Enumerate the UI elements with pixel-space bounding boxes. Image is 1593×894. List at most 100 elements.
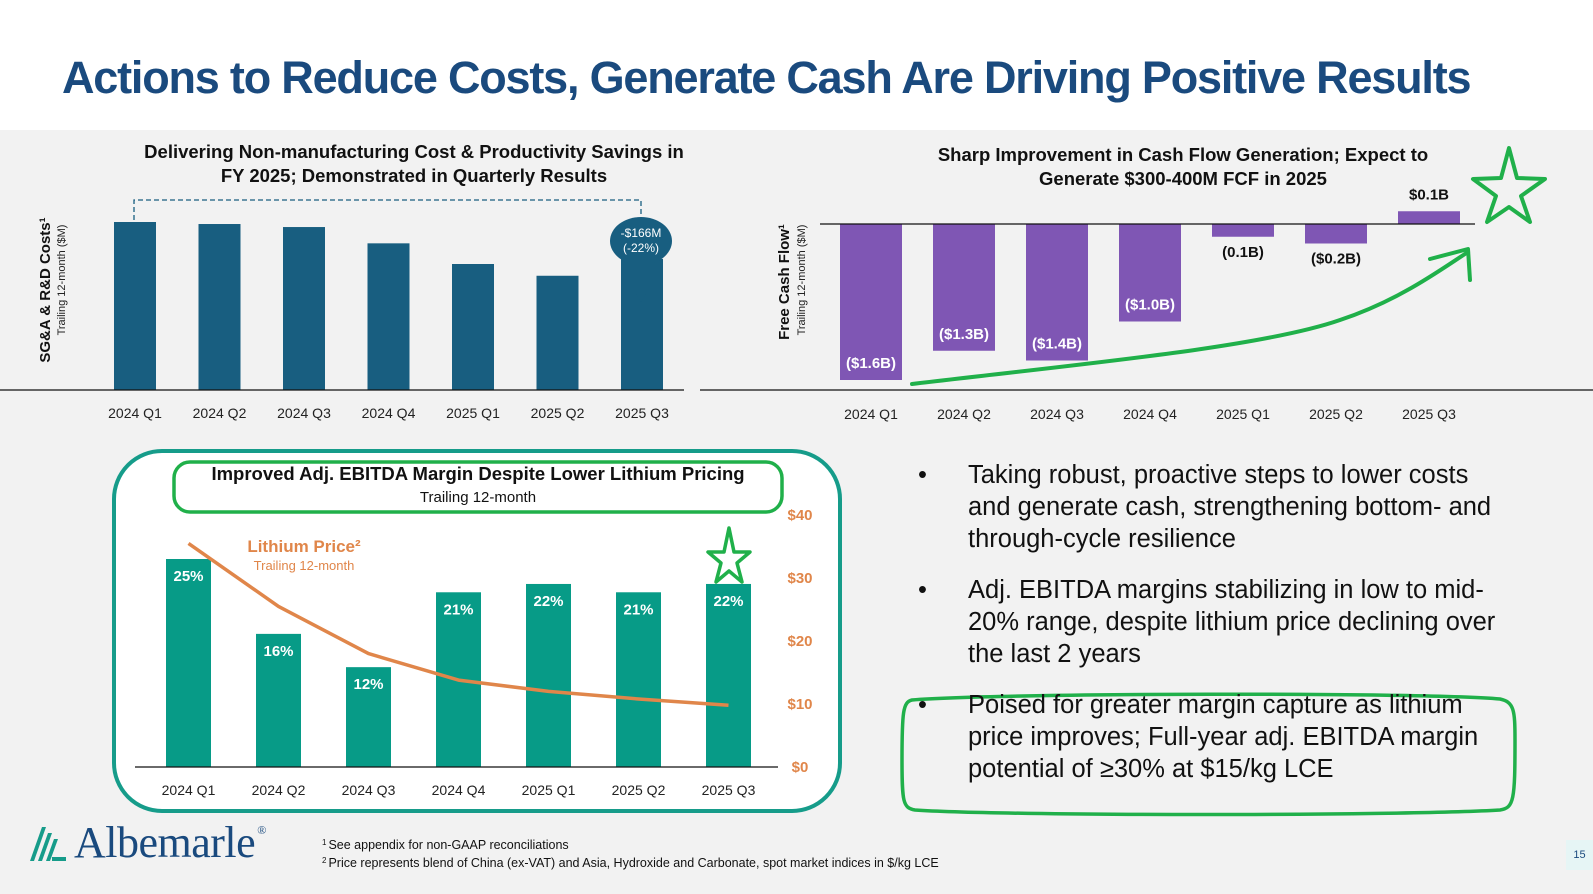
fcf-x-tick: 2024 Q4 (1123, 406, 1177, 422)
trend-arrow-icon (910, 250, 1470, 386)
ebitda-chart: Improved Adj. EBITDA Margin Despite Lowe… (112, 449, 842, 813)
fcf-bar (1119, 224, 1181, 322)
sga-callout-bubble (610, 217, 672, 265)
logo-wordmark: Albemarle (74, 818, 256, 867)
fcf-bar (1026, 224, 1088, 361)
bullet-item: • Poised for greater margin capture as li… (918, 689, 1498, 785)
ebitda-bar (166, 559, 211, 767)
footnote-2: 2 Price represents blend of China (ex-VAT… (322, 853, 939, 871)
fcf-data-label: (0.1B) (1222, 244, 1264, 261)
footnote-mark: 2 (322, 856, 327, 865)
sga-bar (621, 258, 663, 390)
footnote-1: 1 See appendix for non-GAAP reconciliatio… (322, 835, 939, 853)
ebitda-x-tick: 2025 Q1 (522, 782, 576, 798)
fcf-bar (933, 224, 995, 351)
lithium-y-tick: $0 (792, 759, 809, 776)
bullet-dot: • (918, 461, 927, 489)
ebitda-x-tick: 2024 Q3 (342, 782, 396, 798)
lithium-legend-label: Lithium Price² (247, 537, 361, 556)
sga-bar (367, 243, 410, 390)
fcf-bar (840, 224, 902, 380)
fcf-x-tick: 2025 Q1 (1216, 406, 1270, 422)
bullet-item: • Taking robust, proactive steps to lower… (918, 459, 1498, 555)
star-icon (706, 526, 752, 584)
lithium-y-tick: $20 (787, 633, 812, 650)
sga-chart-title-line2: FY 2025; Demonstrated in Quarterly Resul… (221, 165, 607, 186)
sga-bar (198, 224, 241, 390)
sga-bar (536, 275, 579, 390)
trend-arrowhead-icon (1428, 247, 1472, 282)
ebitda-data-label: 21% (443, 601, 473, 618)
lithium-price-line (187, 541, 729, 708)
fcf-x-tick: 2025 Q3 (1402, 406, 1456, 422)
sga-x-tick: 2025 Q2 (531, 405, 585, 421)
sga-bar (283, 227, 325, 390)
ebitda-data-label: 22% (533, 593, 563, 610)
ebitda-x-tick: 2024 Q2 (252, 782, 306, 798)
ebitda-title-highlight (172, 460, 784, 514)
ebitda-bar (616, 592, 661, 767)
ebitda-x-tick: 2025 Q2 (612, 782, 666, 798)
sga-chart-title-line1: Delivering Non-manufacturing Cost & Prod… (144, 141, 684, 162)
albemarle-logo: Albemarle ® (28, 817, 266, 868)
sga-callout-arrowhead (636, 294, 646, 302)
ebitda-bar (346, 667, 391, 767)
lithium-y-tick: $10 (787, 696, 812, 713)
fcf-chart-title-line1: Sharp Improvement in Cash Flow Generatio… (938, 144, 1428, 165)
lithium-y-tick: $40 (787, 507, 812, 524)
fcf-data-label: ($1.3B) (939, 326, 989, 343)
ebitda-data-label: 25% (173, 568, 203, 585)
fcf-data-label: ($1.6B) (846, 355, 896, 372)
bullet-text: Poised for greater margin capture as lit… (968, 691, 1479, 783)
fcf-y-axis-label: Free Cash Flow¹ (776, 224, 793, 340)
bullet-text: Taking robust, proactive steps to lower … (968, 461, 1492, 553)
ebitda-data-label: 12% (353, 676, 383, 693)
ebitda-x-tick: 2025 Q3 (702, 782, 756, 798)
page-number: 15 (1566, 840, 1593, 870)
sga-x-tick: 2024 Q2 (193, 405, 247, 421)
ebitda-x-tick: 2024 Q1 (162, 782, 216, 798)
fcf-bar (1212, 224, 1274, 237)
sga-chart: Delivering Non-manufacturing Cost & Prod… (0, 141, 684, 421)
fcf-x-tick: 2025 Q2 (1309, 406, 1363, 422)
lithium-legend-sublabel: Trailing 12-month (254, 558, 355, 573)
sga-callout-percent: (-22%) (623, 241, 659, 255)
sga-x-tick: 2025 Q1 (446, 405, 500, 421)
page-title: Actions to Reduce Costs, Generate Cash A… (62, 52, 1472, 103)
sga-x-tick: 2024 Q3 (277, 405, 331, 421)
fcf-chart: Sharp Improvement in Cash Flow Generatio… (700, 144, 1593, 422)
fcf-x-tick: 2024 Q3 (1030, 406, 1084, 422)
ebitda-chart-subtitle: Trailing 12-month (420, 489, 536, 506)
sga-y-axis-sublabel: Trailing 12-month ($M) (56, 225, 68, 336)
ebitda-chart-title: Improved Adj. EBITDA Margin Despite Lowe… (211, 463, 744, 484)
sga-x-tick: 2025 Q3 (615, 405, 669, 421)
fcf-y-axis-sublabel: Trailing 12-month ($M) (796, 225, 808, 336)
fcf-data-label: ($1.4B) (1032, 336, 1082, 353)
lithium-y-tick: $30 (787, 570, 812, 587)
footnote-mark: 1 (322, 838, 327, 847)
ebitda-data-label: 22% (713, 593, 743, 610)
ebitda-data-label: 16% (263, 643, 293, 660)
fcf-chart-title-line2: Generate $300-400M FCF in 2025 (1039, 168, 1327, 189)
key-points: • Taking robust, proactive steps to lower… (918, 459, 1498, 804)
bullet-dot: • (918, 691, 927, 719)
sga-x-tick: 2024 Q4 (362, 405, 416, 421)
ebitda-bar (526, 583, 571, 767)
footnote-text: Price represents blend of China (ex-VAT)… (328, 856, 939, 870)
sga-y-axis-label: SG&A & R&D Costs¹ (37, 217, 54, 362)
registered-mark: ® (257, 823, 267, 837)
sga-bar (452, 264, 494, 390)
sga-x-tick: 2024 Q1 (108, 405, 162, 421)
footnotes: 1 See appendix for non-GAAP reconciliatio… (322, 835, 939, 871)
ebitda-bar (256, 633, 301, 767)
sga-callout-amount: -$166M (621, 226, 662, 240)
footnote-text: See appendix for non-GAAP reconciliation… (328, 838, 569, 852)
fcf-x-tick: 2024 Q2 (937, 406, 991, 422)
bullet-highlight (900, 692, 1517, 817)
bullet-dot: • (918, 576, 927, 604)
ebitda-data-label: 21% (623, 601, 653, 618)
sga-dashed-bracket (133, 199, 642, 222)
fcf-x-tick: 2024 Q1 (844, 406, 898, 422)
ebitda-bar (706, 583, 751, 767)
